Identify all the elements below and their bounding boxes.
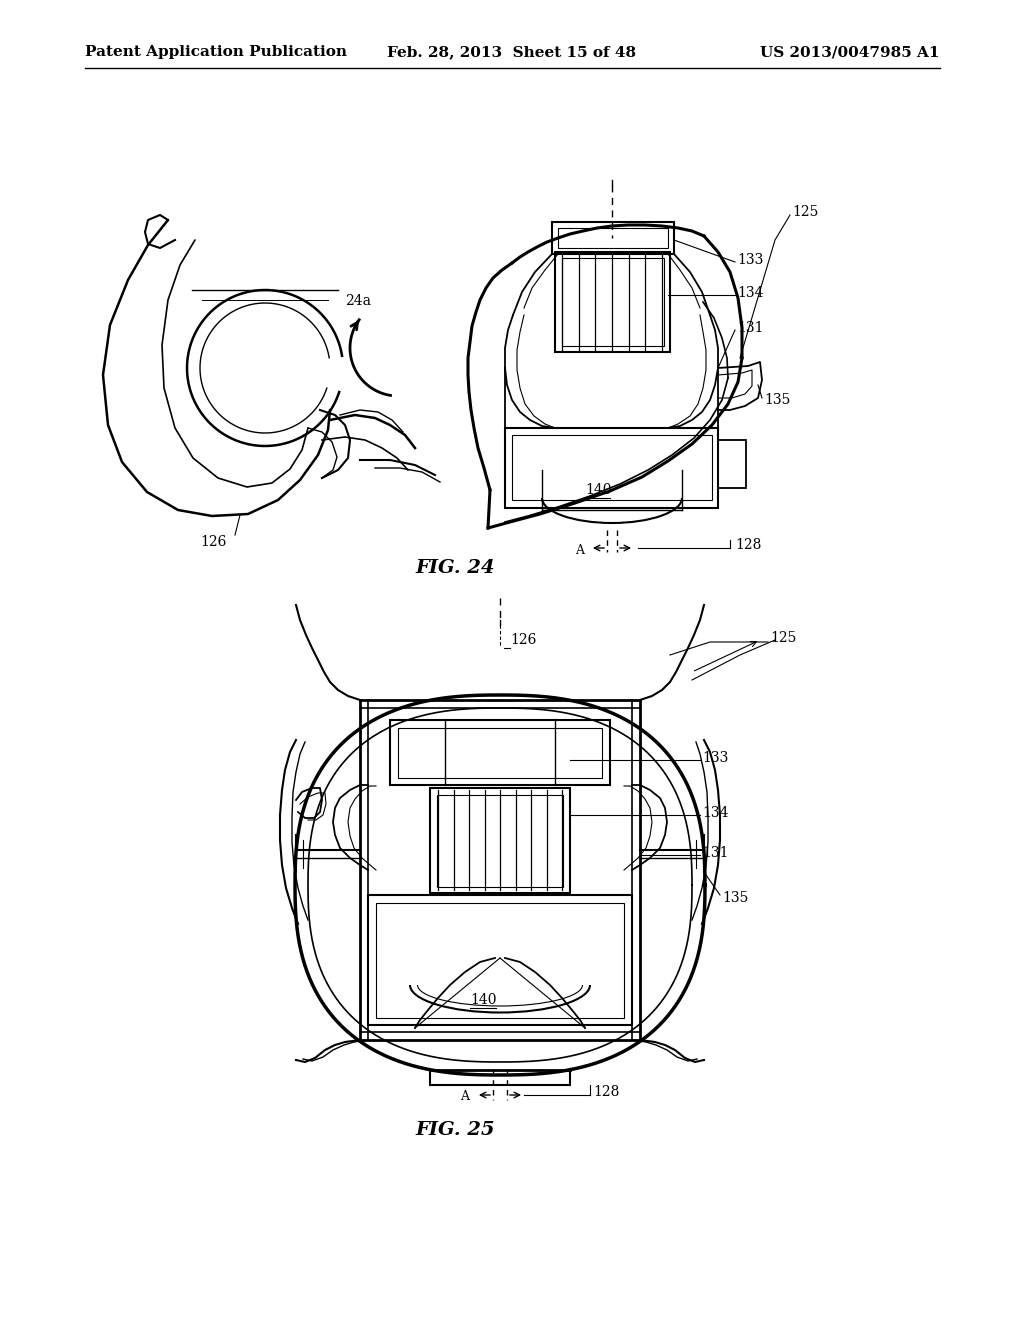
Text: 128: 128	[735, 539, 762, 552]
Text: Patent Application Publication: Patent Application Publication	[85, 45, 347, 59]
Text: 135: 135	[764, 393, 791, 407]
Text: 131: 131	[702, 846, 728, 861]
Text: A: A	[575, 544, 584, 557]
Text: 134: 134	[737, 286, 764, 300]
Text: 140: 140	[585, 483, 611, 498]
Text: 134: 134	[702, 807, 728, 820]
Text: A: A	[460, 1090, 469, 1104]
Text: US 2013/0047985 A1: US 2013/0047985 A1	[761, 45, 940, 59]
Text: 131: 131	[737, 321, 764, 335]
Text: 126: 126	[510, 634, 537, 647]
Text: 140: 140	[470, 993, 497, 1007]
Text: 128: 128	[593, 1085, 620, 1100]
Text: 135: 135	[722, 891, 749, 906]
Text: 126: 126	[200, 535, 226, 549]
Text: FIG. 24: FIG. 24	[415, 558, 495, 577]
Text: 125: 125	[770, 631, 797, 645]
Text: 133: 133	[737, 253, 763, 267]
Text: 133: 133	[702, 751, 728, 766]
Text: FIG. 25: FIG. 25	[415, 1121, 495, 1139]
Text: Feb. 28, 2013  Sheet 15 of 48: Feb. 28, 2013 Sheet 15 of 48	[387, 45, 637, 59]
Text: 24a: 24a	[345, 294, 371, 308]
Text: 125: 125	[792, 205, 818, 219]
